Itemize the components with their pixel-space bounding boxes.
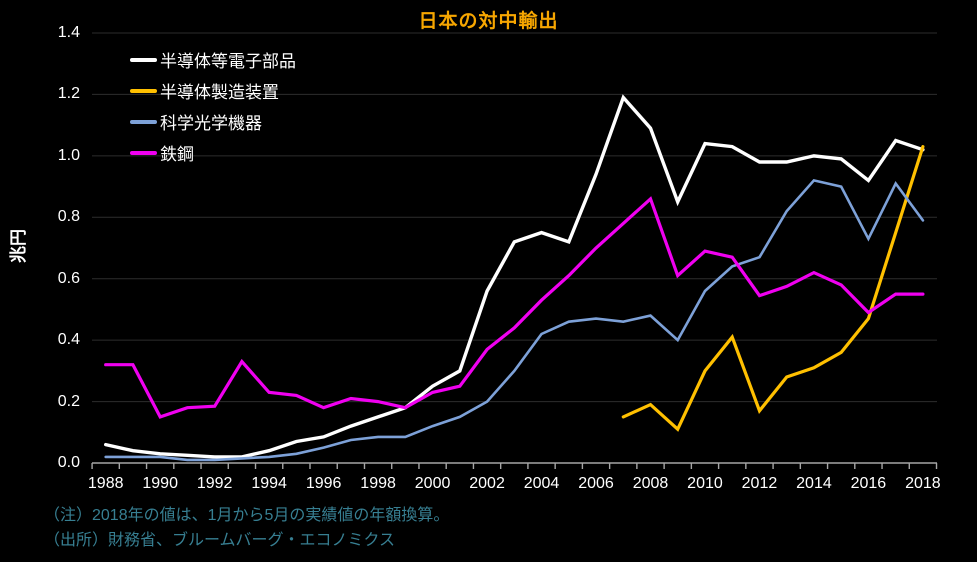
footnotes: （注）2018年の値は、1月から5月の実績値の年額換算。 （出所）財務省、ブルー… [44,503,449,553]
footnote-source-note: （注）2018年の値は、1月から5月の実績値の年額換算。 [44,507,450,524]
y-tick-label: 0.4 [57,331,80,349]
x-tick-label: 2018 [905,475,941,492]
y-tick-label: 0.8 [57,208,80,226]
y-tick-label: 1.4 [57,24,80,41]
y-tick-label: 0.6 [57,269,80,287]
x-tick-label: 1996 [305,475,342,492]
x-tick-label: 1994 [251,475,287,492]
legend-item-scientific-optical-instruments: 科学光学機器 [130,106,296,137]
x-tick-label: 1992 [196,475,233,492]
x-tick-label: 2014 [796,475,832,492]
y-tick-label: 1.2 [57,85,80,103]
legend-line-swatch [130,57,157,62]
chart-title: 日本の対中輸出 [418,11,559,32]
x-tick-label: 2006 [578,475,614,492]
y-axis-title: 兆円 [9,229,28,263]
series-line-semiconductor-electronic-parts [103,94,925,459]
x-tick-label: 1990 [142,475,178,492]
legend-label: 半導体等電子部品 [160,52,296,71]
legend-label: 鉄鋼 [160,145,194,164]
legend-line-swatch [130,119,157,124]
y-tick-label: 0.2 [57,392,80,410]
x-tick-label: 2004 [523,475,560,492]
legend: 半導体等電子部品 半導体製造装置 科学光学機器 鉄鋼 [130,44,296,168]
x-tick-label: 2010 [687,475,723,492]
x-tick-label: 2012 [741,475,778,492]
legend-item-semiconductor-manufacturing-equipment: 半導体製造装置 [130,75,296,106]
x-tick-label: 2008 [632,475,669,492]
legend-line-swatch [130,150,157,155]
series-line-scientific-optical-instruments [104,178,925,462]
series-line-steel [104,196,925,419]
x-tick-label: 2002 [469,475,505,492]
x-tick-label: 1998 [360,475,396,492]
legend-label: 科学光学機器 [160,114,262,133]
footnote-data-source: （出所）財務省、ブルームバーグ・エコノミクス [44,532,396,549]
series-line-semiconductor-manufacturing-equipment [621,145,925,432]
x-tick-label: 2000 [414,475,451,492]
legend-item-steel: 鉄鋼 [130,137,296,168]
y-tick-label: 0.0 [57,454,80,471]
legend-label: 半導体製造装置 [160,83,279,102]
legend-item-semiconductor-electronic-parts: 半導体等電子部品 [130,44,296,75]
legend-line-swatch [130,88,157,93]
x-tick-label: 2016 [850,475,887,492]
x-tick-label: 1988 [87,475,124,492]
y-tick-label: 1.0 [57,146,80,164]
